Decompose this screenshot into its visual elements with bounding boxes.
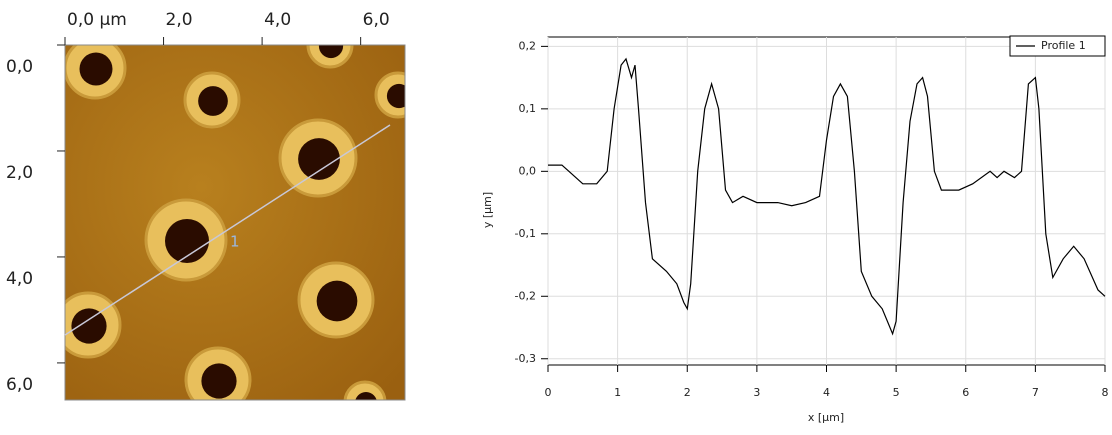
x-tick-label: 8 bbox=[1102, 386, 1109, 399]
pit bbox=[316, 280, 358, 322]
x-tick-label: 4 bbox=[823, 386, 830, 399]
x-axis-label: x [µm] bbox=[808, 411, 844, 424]
y-tick-label: 0,0 bbox=[6, 57, 33, 77]
pit bbox=[79, 52, 113, 86]
y-tick-label: 6,0 bbox=[6, 375, 33, 395]
pit bbox=[298, 138, 340, 180]
y-tick-label: 0,1 bbox=[519, 102, 537, 115]
x-tick-label: 2,0 bbox=[166, 10, 193, 30]
x-tick-label: 6,0 bbox=[363, 10, 390, 30]
y-tick-label: -0,1 bbox=[515, 227, 536, 240]
y-tick-label: -0,2 bbox=[515, 289, 536, 302]
y-tick-label: 4,0 bbox=[6, 269, 33, 289]
image-frame bbox=[64, 44, 406, 401]
x-tick-label: 3 bbox=[753, 386, 760, 399]
pit bbox=[71, 308, 107, 344]
y-tick-label: -0,3 bbox=[515, 352, 536, 365]
x-tick-label: 0 bbox=[545, 386, 552, 399]
y-axis-label: y [µm] bbox=[481, 192, 494, 228]
y-tick-label: 2,0 bbox=[6, 163, 33, 183]
pit bbox=[386, 83, 405, 109]
x-tick-label: 4,0 bbox=[264, 10, 291, 30]
x-tick-label: 7 bbox=[1032, 386, 1039, 399]
y-tick-label: 0,0 bbox=[519, 164, 537, 177]
profile-line bbox=[64, 124, 391, 336]
pit bbox=[318, 45, 344, 59]
pit bbox=[201, 363, 237, 399]
x-tick-label: 1 bbox=[614, 386, 621, 399]
x-tick-label: 6 bbox=[962, 386, 969, 399]
pit bbox=[165, 219, 209, 263]
afm-image bbox=[65, 45, 405, 400]
legend-label: Profile 1 bbox=[1041, 39, 1086, 52]
x-tick-label: 0,0 µm bbox=[67, 10, 127, 30]
pit bbox=[355, 392, 377, 400]
ring bbox=[343, 380, 387, 400]
y-tick-label: 0,2 bbox=[519, 39, 537, 52]
profile-marker: 1 bbox=[230, 233, 240, 251]
profile-line bbox=[548, 57, 1106, 336]
pit bbox=[198, 86, 228, 116]
legend-box bbox=[1009, 35, 1106, 57]
x-tick-label: 5 bbox=[893, 386, 900, 399]
x-tick-label: 2 bbox=[684, 386, 691, 399]
